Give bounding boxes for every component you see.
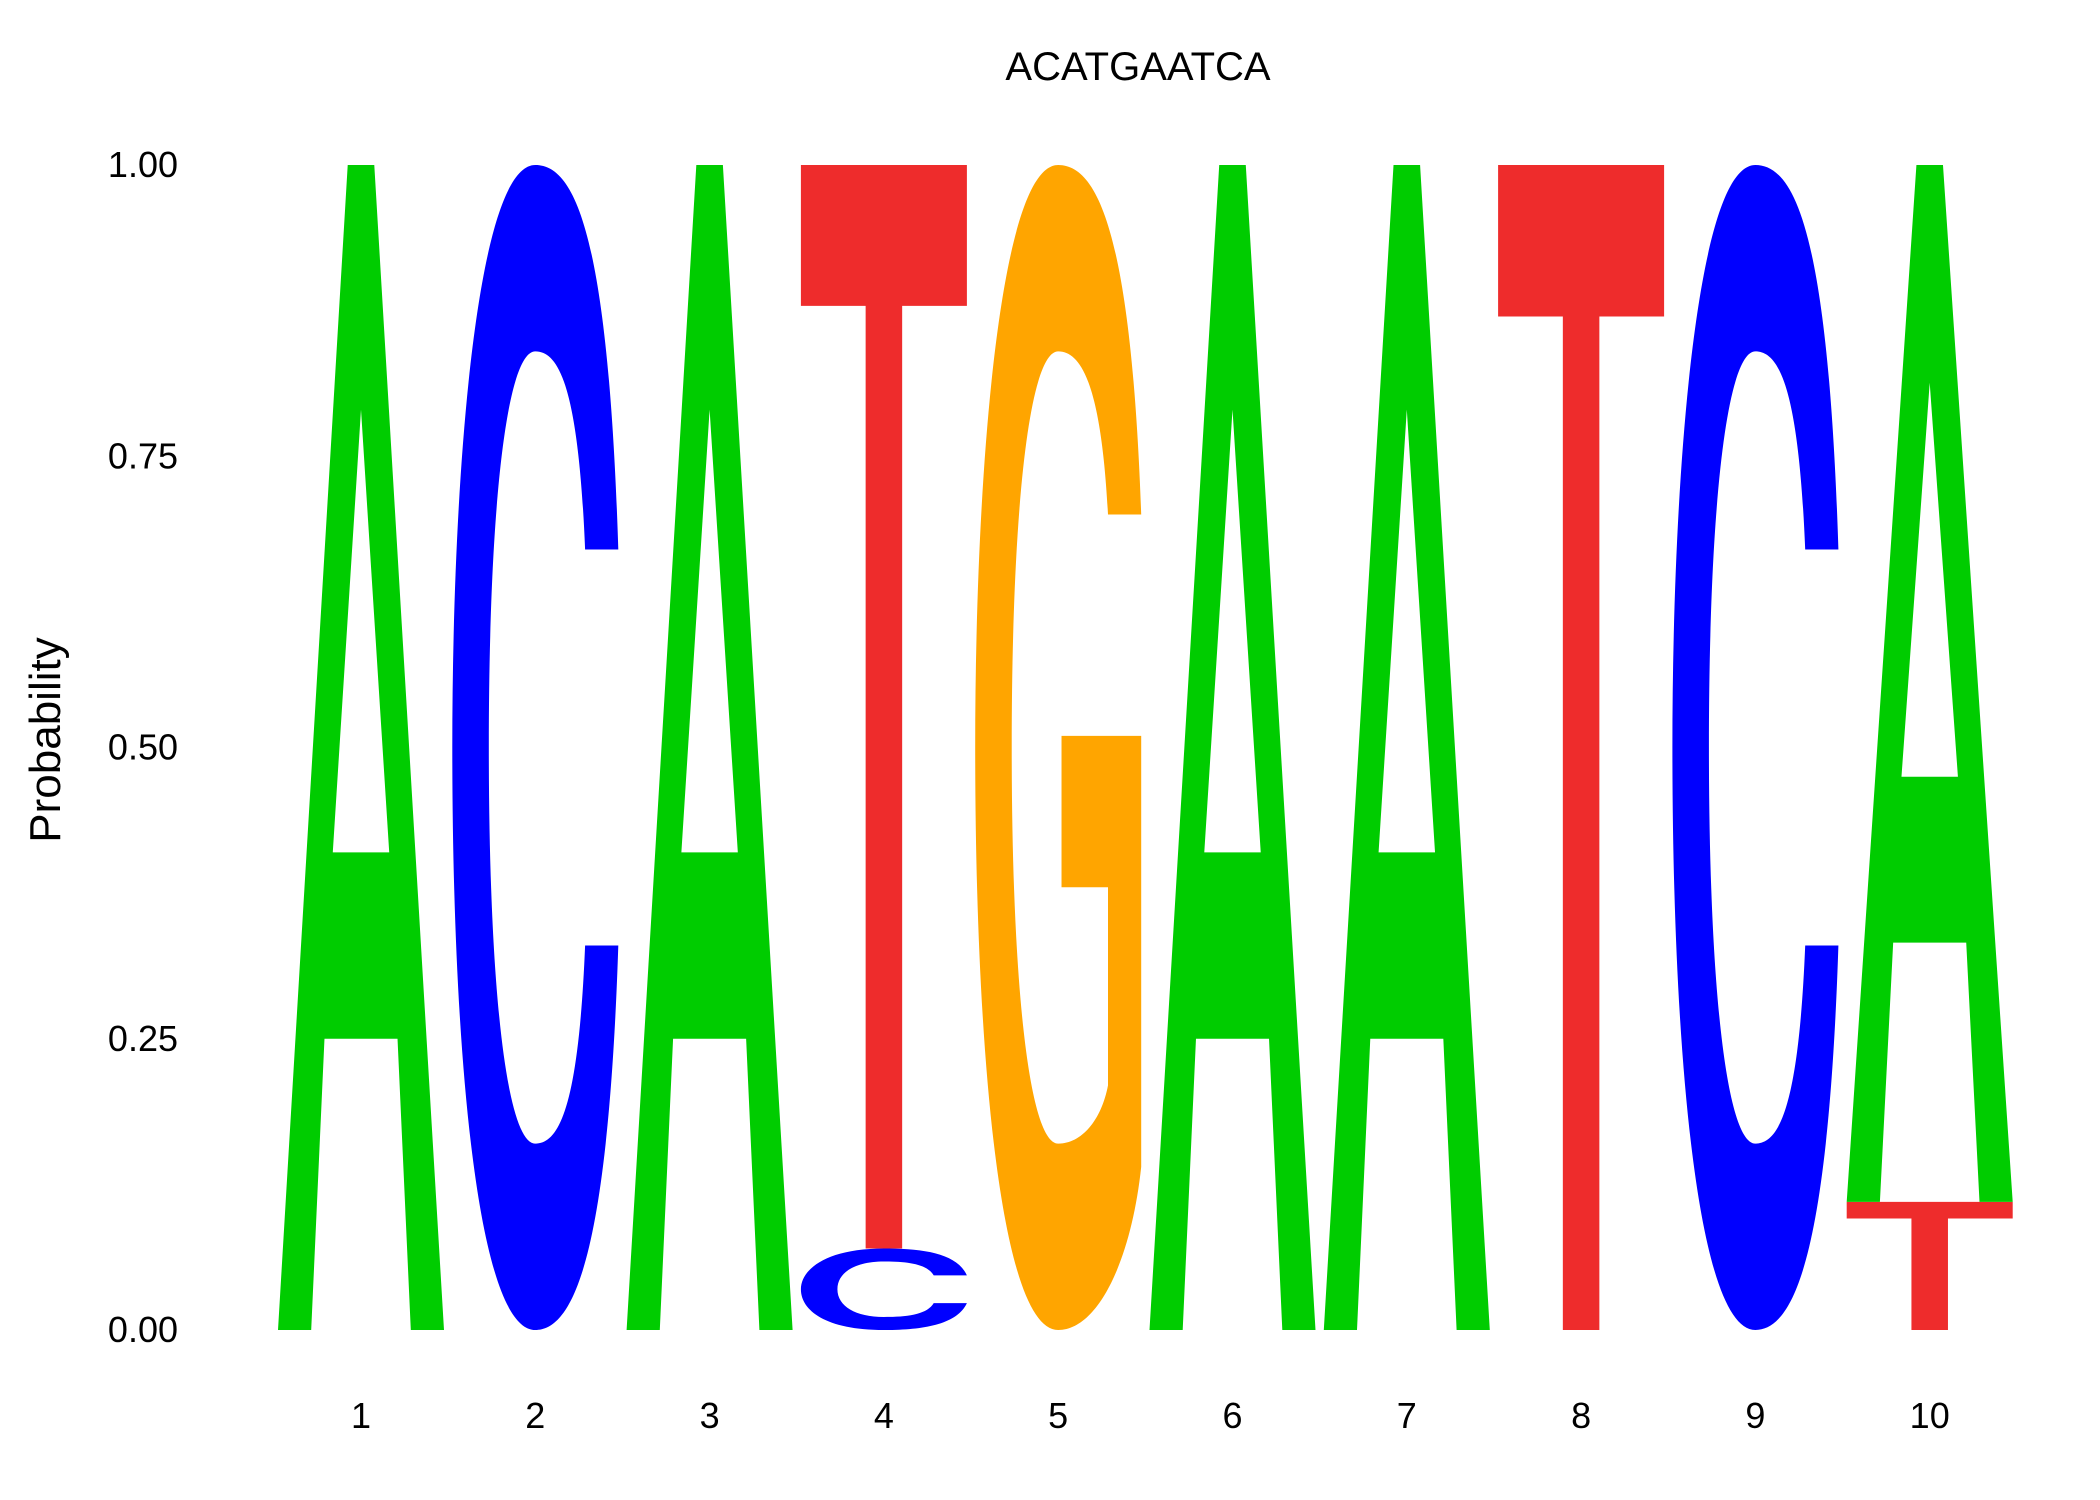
letter-g-glyph <box>975 165 1142 1330</box>
letter-a-shape <box>1149 165 1316 1330</box>
logo-letters <box>278 165 2013 1330</box>
letter-t-shape <box>1846 1201 2013 1330</box>
x-tick-label: 7 <box>1397 1395 1417 1436</box>
y-axis-label: Probability <box>21 637 70 842</box>
x-axis-ticks: 1 2 3 4 5 6 7 8 9 10 <box>351 1395 1950 1436</box>
letter-a-glyph <box>1149 165 1316 1330</box>
y-tick-label: 1.00 <box>108 144 178 185</box>
letter-a-glyph <box>1846 165 2013 1202</box>
letter-c-shape <box>452 165 619 1330</box>
x-tick-label: 9 <box>1745 1395 1765 1436</box>
y-tick-label: 0.50 <box>108 727 178 768</box>
x-tick-label: 3 <box>700 1395 720 1436</box>
letter-c-shape <box>800 1248 967 1330</box>
chart-title: ACATGAATCA <box>1005 45 1271 89</box>
letter-t-glyph <box>800 165 967 1249</box>
x-tick-label: 4 <box>874 1395 894 1436</box>
x-tick-label: 2 <box>525 1395 545 1436</box>
letter-a-shape <box>278 165 444 1330</box>
y-axis-ticks: 0.00 0.25 0.50 0.75 1.00 <box>108 144 178 1350</box>
letter-c-glyph <box>800 1248 967 1330</box>
letter-a-shape <box>1323 165 1490 1330</box>
letter-c-glyph <box>452 165 619 1330</box>
y-tick-label: 0.25 <box>108 1018 178 1059</box>
letter-t-shape <box>1498 165 1665 1330</box>
y-tick-label: 0.75 <box>108 435 178 476</box>
letter-t-glyph <box>1846 1201 2013 1330</box>
letter-t-shape <box>800 165 967 1249</box>
letter-a-glyph <box>1323 165 1490 1330</box>
x-tick-label: 8 <box>1571 1395 1591 1436</box>
y-tick-label: 0.00 <box>108 1309 178 1350</box>
letter-a-shape <box>626 165 793 1330</box>
x-tick-label: 1 <box>351 1395 371 1436</box>
letter-c-shape <box>1672 165 1839 1330</box>
letter-g-shape <box>975 165 1142 1330</box>
x-tick-label: 6 <box>1222 1395 1242 1436</box>
x-tick-label: 5 <box>1048 1395 1068 1436</box>
letter-c-glyph <box>1672 165 1839 1330</box>
letter-a-shape <box>1846 165 2013 1202</box>
letter-a-glyph <box>626 165 793 1330</box>
letter-a-glyph <box>278 165 444 1330</box>
x-tick-label: 10 <box>1910 1395 1950 1436</box>
letter-t-glyph <box>1498 165 1665 1330</box>
